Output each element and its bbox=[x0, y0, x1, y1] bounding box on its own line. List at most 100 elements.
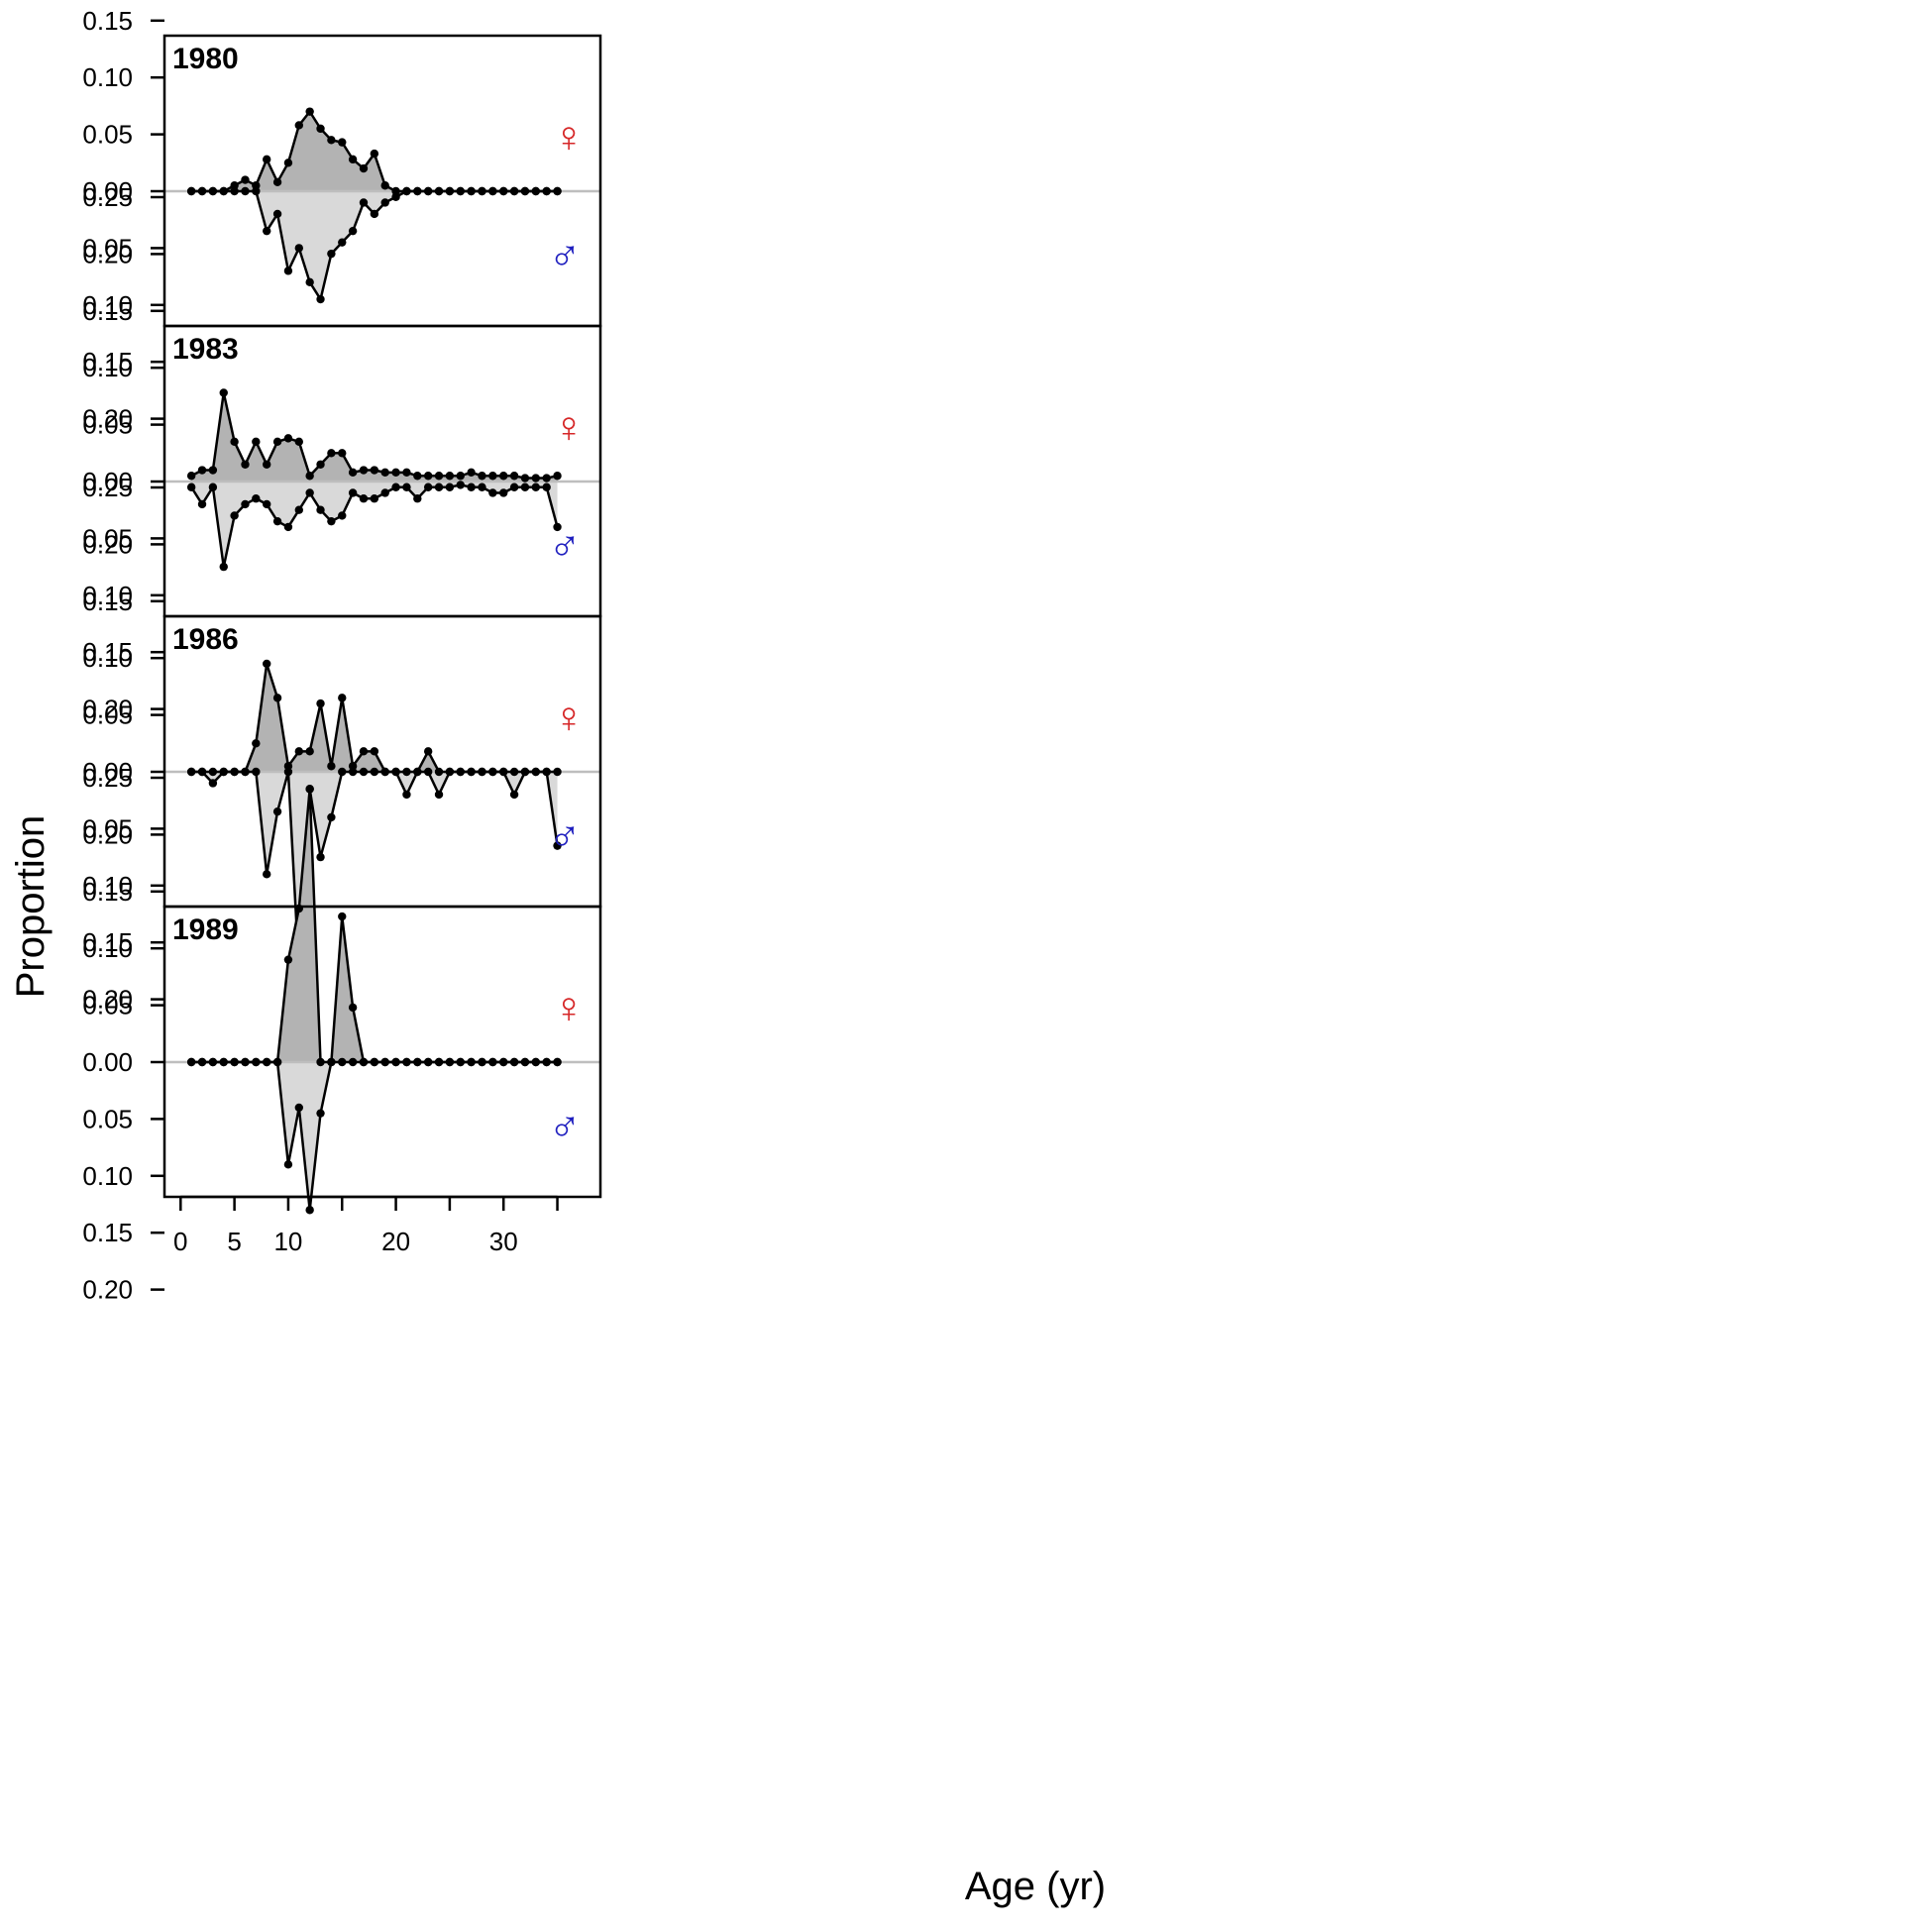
male-point bbox=[434, 483, 444, 491]
female-point bbox=[263, 155, 271, 164]
male-point bbox=[402, 790, 411, 800]
female-point bbox=[553, 472, 562, 481]
y-tick-label: 0.00 bbox=[82, 1047, 133, 1077]
x-tick-label: 5 bbox=[227, 1227, 241, 1256]
male-point bbox=[338, 767, 347, 777]
female-point bbox=[241, 460, 250, 469]
male-point bbox=[230, 767, 239, 777]
male-point bbox=[370, 1057, 379, 1067]
male-point bbox=[423, 1057, 433, 1067]
female-point bbox=[305, 747, 314, 756]
male-point bbox=[197, 186, 207, 196]
female-point bbox=[252, 739, 261, 748]
male-point bbox=[186, 1057, 196, 1067]
male-point bbox=[327, 1057, 336, 1067]
male-point bbox=[478, 186, 486, 196]
male-point bbox=[542, 1057, 551, 1067]
male-point bbox=[380, 767, 389, 777]
panel-1980: 0.250.200.150.100.050.000.050.100.150.20… bbox=[82, 6, 602, 434]
female-point bbox=[520, 474, 530, 483]
male-point bbox=[186, 186, 196, 196]
female-point bbox=[553, 767, 562, 777]
y-tick-label: 0.05 bbox=[82, 991, 133, 1020]
male-point bbox=[370, 209, 379, 219]
y-tick-label: 0.20 bbox=[82, 529, 133, 559]
male-point bbox=[542, 186, 551, 196]
female-point bbox=[327, 136, 336, 145]
male-point bbox=[219, 186, 228, 196]
female-point bbox=[263, 460, 271, 469]
female-point bbox=[316, 698, 325, 708]
female-point bbox=[294, 747, 304, 756]
female-point bbox=[509, 767, 519, 777]
male-point bbox=[359, 494, 369, 503]
x-axis-label: Age (yr) bbox=[965, 1865, 1106, 1908]
male-point bbox=[380, 1057, 389, 1067]
male-point bbox=[208, 483, 218, 491]
male-point bbox=[241, 767, 250, 777]
male-point bbox=[553, 186, 562, 196]
female-line bbox=[191, 789, 558, 1064]
female-area bbox=[191, 789, 558, 1062]
y-tick-label: 0.15 bbox=[82, 296, 133, 326]
female-point bbox=[478, 472, 486, 481]
male-point bbox=[456, 186, 465, 196]
male-point bbox=[520, 1057, 530, 1067]
male-point bbox=[478, 483, 486, 491]
male-point bbox=[391, 192, 400, 201]
y-tick-label: 0.05 bbox=[82, 120, 133, 150]
y-tick-label: 0.15 bbox=[82, 6, 133, 36]
female-point bbox=[241, 175, 250, 184]
female-point bbox=[316, 1057, 325, 1067]
male-point bbox=[197, 499, 207, 509]
panel-frame bbox=[162, 614, 602, 909]
female-point bbox=[348, 1003, 358, 1013]
male-point bbox=[294, 1103, 304, 1113]
female-point bbox=[338, 138, 347, 147]
female-point bbox=[402, 767, 411, 777]
female-point bbox=[294, 121, 304, 130]
male-point bbox=[531, 1057, 541, 1067]
male-point bbox=[283, 1160, 293, 1169]
female-point bbox=[542, 474, 551, 483]
female-point bbox=[434, 767, 444, 777]
male-point bbox=[488, 767, 497, 777]
male-point bbox=[305, 277, 314, 287]
female-point bbox=[423, 747, 433, 756]
male-point bbox=[488, 186, 497, 196]
male-point bbox=[380, 488, 389, 497]
y-tick-label: 0.10 bbox=[82, 643, 133, 673]
female-point bbox=[305, 785, 314, 794]
female-point bbox=[434, 472, 444, 481]
y-tick-label: 0.15 bbox=[82, 1218, 133, 1247]
female-point bbox=[305, 107, 314, 116]
female-point bbox=[283, 762, 293, 771]
male-point bbox=[252, 186, 261, 196]
female-point bbox=[445, 472, 455, 481]
female-point bbox=[338, 449, 347, 458]
female-point bbox=[294, 437, 304, 447]
female-point bbox=[208, 466, 218, 475]
panel-year-label: 1986 bbox=[172, 623, 239, 656]
y-tick-label: 0.10 bbox=[82, 353, 133, 382]
female-point bbox=[391, 186, 400, 196]
male-point bbox=[520, 186, 530, 196]
female-point bbox=[380, 181, 389, 190]
male-point bbox=[208, 1057, 218, 1067]
male-point bbox=[499, 1057, 508, 1067]
female-point bbox=[370, 747, 379, 756]
male-point bbox=[338, 238, 347, 247]
female-point bbox=[380, 468, 389, 478]
male-point bbox=[499, 767, 508, 777]
female-point bbox=[186, 472, 196, 481]
panel-1989: 0.250.200.150.100.050.000.050.100.150.20… bbox=[82, 763, 602, 1305]
male-point bbox=[208, 186, 218, 196]
male-point bbox=[402, 186, 411, 196]
male-point bbox=[488, 1057, 497, 1067]
male-point bbox=[348, 1057, 358, 1067]
male-point bbox=[499, 186, 508, 196]
male-point bbox=[219, 767, 228, 777]
male-point bbox=[294, 244, 304, 253]
male-point bbox=[186, 767, 196, 777]
